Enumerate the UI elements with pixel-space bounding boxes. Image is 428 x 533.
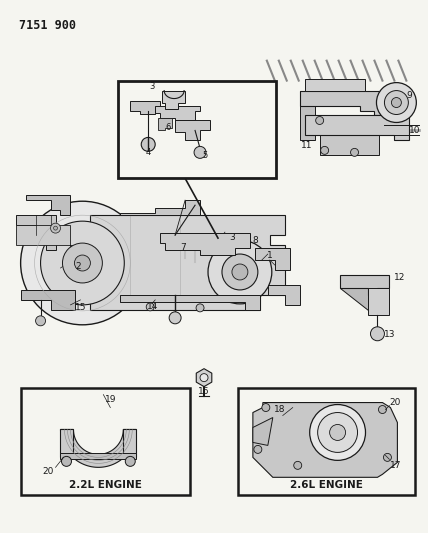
Circle shape (384, 91, 408, 115)
Text: 4: 4 (146, 148, 151, 157)
Text: 11: 11 (301, 141, 312, 150)
Polygon shape (123, 430, 136, 457)
Text: 5: 5 (202, 151, 208, 160)
Circle shape (330, 424, 345, 440)
Circle shape (232, 264, 248, 280)
Polygon shape (60, 454, 136, 459)
Polygon shape (305, 116, 409, 140)
Circle shape (378, 406, 386, 414)
Circle shape (351, 148, 359, 156)
Polygon shape (253, 402, 398, 478)
Bar (21, 387, 190, 495)
Circle shape (262, 403, 270, 411)
Circle shape (51, 223, 60, 233)
Polygon shape (255, 248, 290, 270)
Text: 3: 3 (149, 82, 155, 91)
Circle shape (41, 221, 124, 305)
Text: 17: 17 (389, 461, 401, 470)
Polygon shape (16, 215, 56, 250)
Circle shape (208, 240, 272, 304)
Circle shape (318, 413, 357, 453)
Text: 1: 1 (267, 251, 273, 260)
Circle shape (392, 98, 401, 108)
Circle shape (377, 83, 416, 123)
Polygon shape (305, 78, 365, 91)
Text: 20: 20 (43, 467, 54, 476)
Polygon shape (339, 288, 368, 310)
Text: 18: 18 (274, 405, 285, 414)
Polygon shape (339, 275, 389, 295)
Text: 19: 19 (104, 395, 116, 404)
Polygon shape (196, 369, 212, 386)
Polygon shape (21, 290, 75, 310)
Bar (238, 387, 415, 495)
Polygon shape (60, 430, 74, 457)
Circle shape (62, 243, 102, 283)
Text: 7151 900: 7151 900 (19, 19, 76, 32)
Circle shape (254, 446, 262, 454)
Text: 7: 7 (180, 243, 186, 252)
Polygon shape (160, 233, 250, 255)
Polygon shape (26, 195, 71, 215)
Polygon shape (16, 225, 80, 250)
Circle shape (316, 117, 324, 125)
Circle shape (222, 254, 258, 290)
Text: 10: 10 (409, 126, 420, 135)
Circle shape (21, 201, 144, 325)
Polygon shape (300, 91, 315, 140)
Circle shape (62, 456, 71, 466)
Polygon shape (300, 91, 389, 116)
Circle shape (383, 454, 392, 462)
Circle shape (54, 226, 57, 230)
Text: 12: 12 (394, 273, 405, 282)
Text: 8: 8 (252, 236, 258, 245)
Circle shape (200, 374, 208, 382)
Circle shape (125, 456, 135, 466)
Circle shape (141, 138, 155, 151)
Text: 13: 13 (383, 330, 395, 340)
Polygon shape (90, 215, 285, 310)
Polygon shape (253, 417, 273, 446)
Circle shape (194, 147, 206, 158)
Circle shape (196, 304, 204, 312)
Polygon shape (155, 106, 200, 120)
Bar (118, 80, 276, 178)
Circle shape (321, 147, 329, 155)
Polygon shape (60, 430, 136, 467)
Polygon shape (320, 135, 380, 155)
Polygon shape (268, 285, 300, 305)
Circle shape (310, 405, 366, 461)
Text: 20: 20 (390, 398, 401, 407)
Text: 3: 3 (229, 232, 235, 241)
Text: 16: 16 (198, 387, 210, 396)
Circle shape (36, 316, 45, 326)
Polygon shape (120, 200, 200, 215)
Text: 9: 9 (407, 91, 412, 100)
Polygon shape (162, 91, 185, 109)
Circle shape (146, 303, 154, 311)
Circle shape (169, 312, 181, 324)
Polygon shape (120, 295, 260, 310)
Polygon shape (130, 101, 160, 115)
Text: 2.6L ENGINE: 2.6L ENGINE (290, 480, 363, 490)
Text: 15: 15 (74, 303, 86, 312)
Text: 14: 14 (146, 302, 158, 311)
Polygon shape (158, 118, 172, 131)
Text: 2.2L ENGINE: 2.2L ENGINE (69, 480, 142, 490)
Circle shape (74, 255, 90, 271)
Text: 6: 6 (166, 123, 171, 132)
Polygon shape (368, 288, 389, 315)
Text: 2: 2 (76, 262, 81, 271)
Circle shape (294, 462, 302, 470)
Polygon shape (175, 120, 210, 140)
Circle shape (371, 327, 384, 341)
